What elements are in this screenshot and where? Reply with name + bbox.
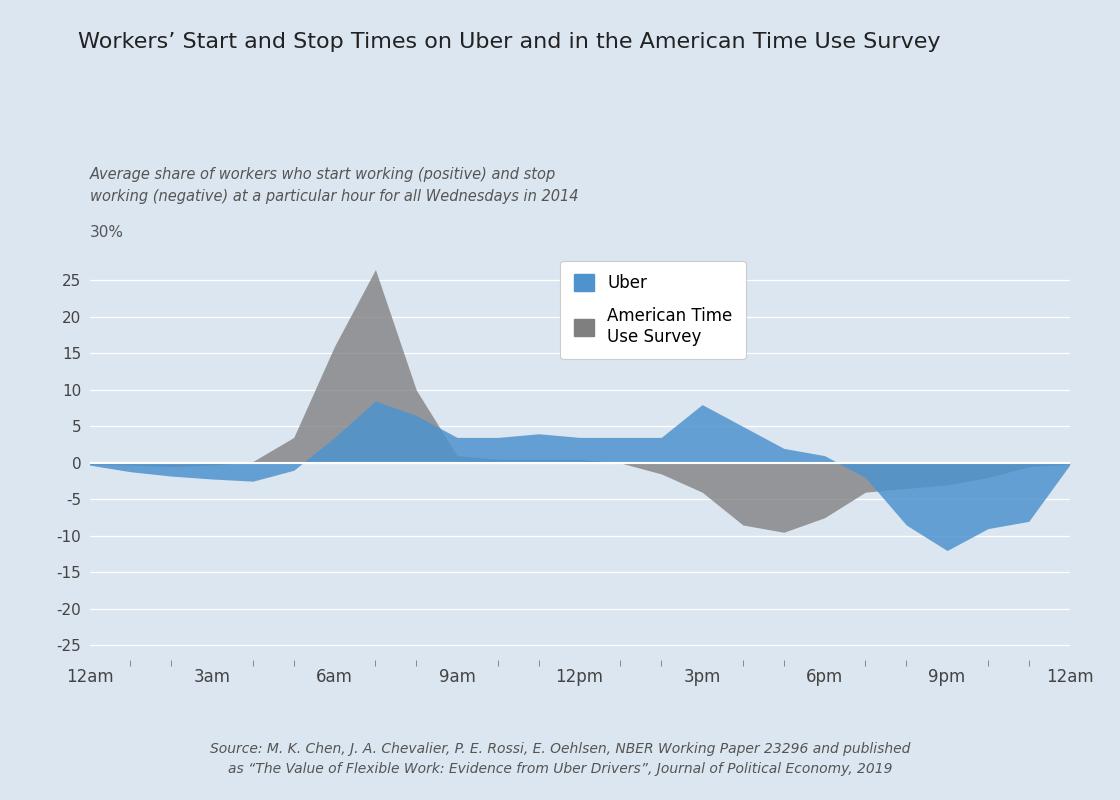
Legend: Uber, American Time
Use Survey: Uber, American Time Use Survey [560,261,746,359]
Text: Workers’ Start and Stop Times on Uber and in the American Time Use Survey: Workers’ Start and Stop Times on Uber an… [78,32,941,52]
Text: Source: M. K. Chen, J. A. Chevalier, P. E. Rossi, E. Oehlsen, NBER Working Paper: Source: M. K. Chen, J. A. Chevalier, P. … [209,742,911,776]
Text: Average share of workers who start working (positive) and stop
working (negative: Average share of workers who start worki… [90,167,578,204]
Text: 30%: 30% [90,226,123,240]
